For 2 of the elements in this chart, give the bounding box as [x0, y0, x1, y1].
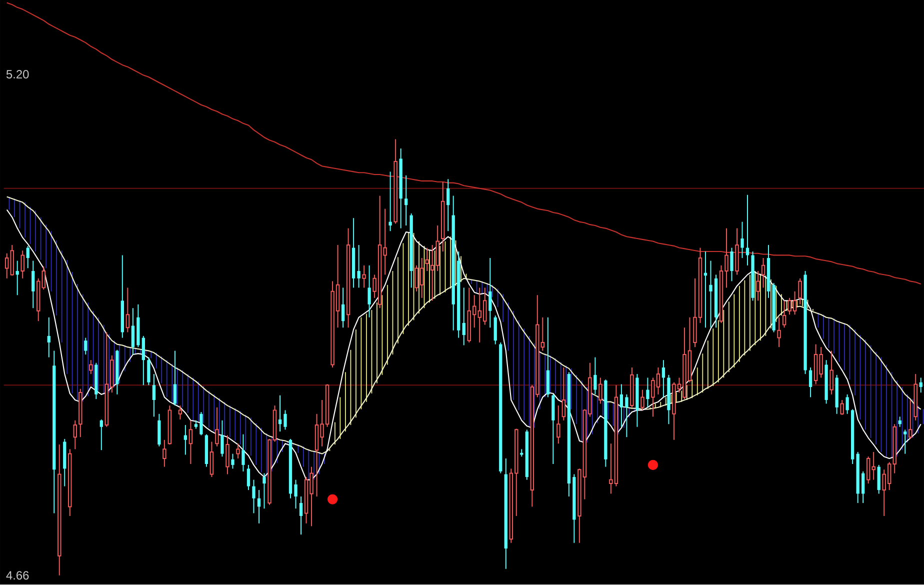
y-tick-label: 5.20	[6, 70, 29, 79]
y-tick-label: 4.66	[6, 571, 29, 580]
